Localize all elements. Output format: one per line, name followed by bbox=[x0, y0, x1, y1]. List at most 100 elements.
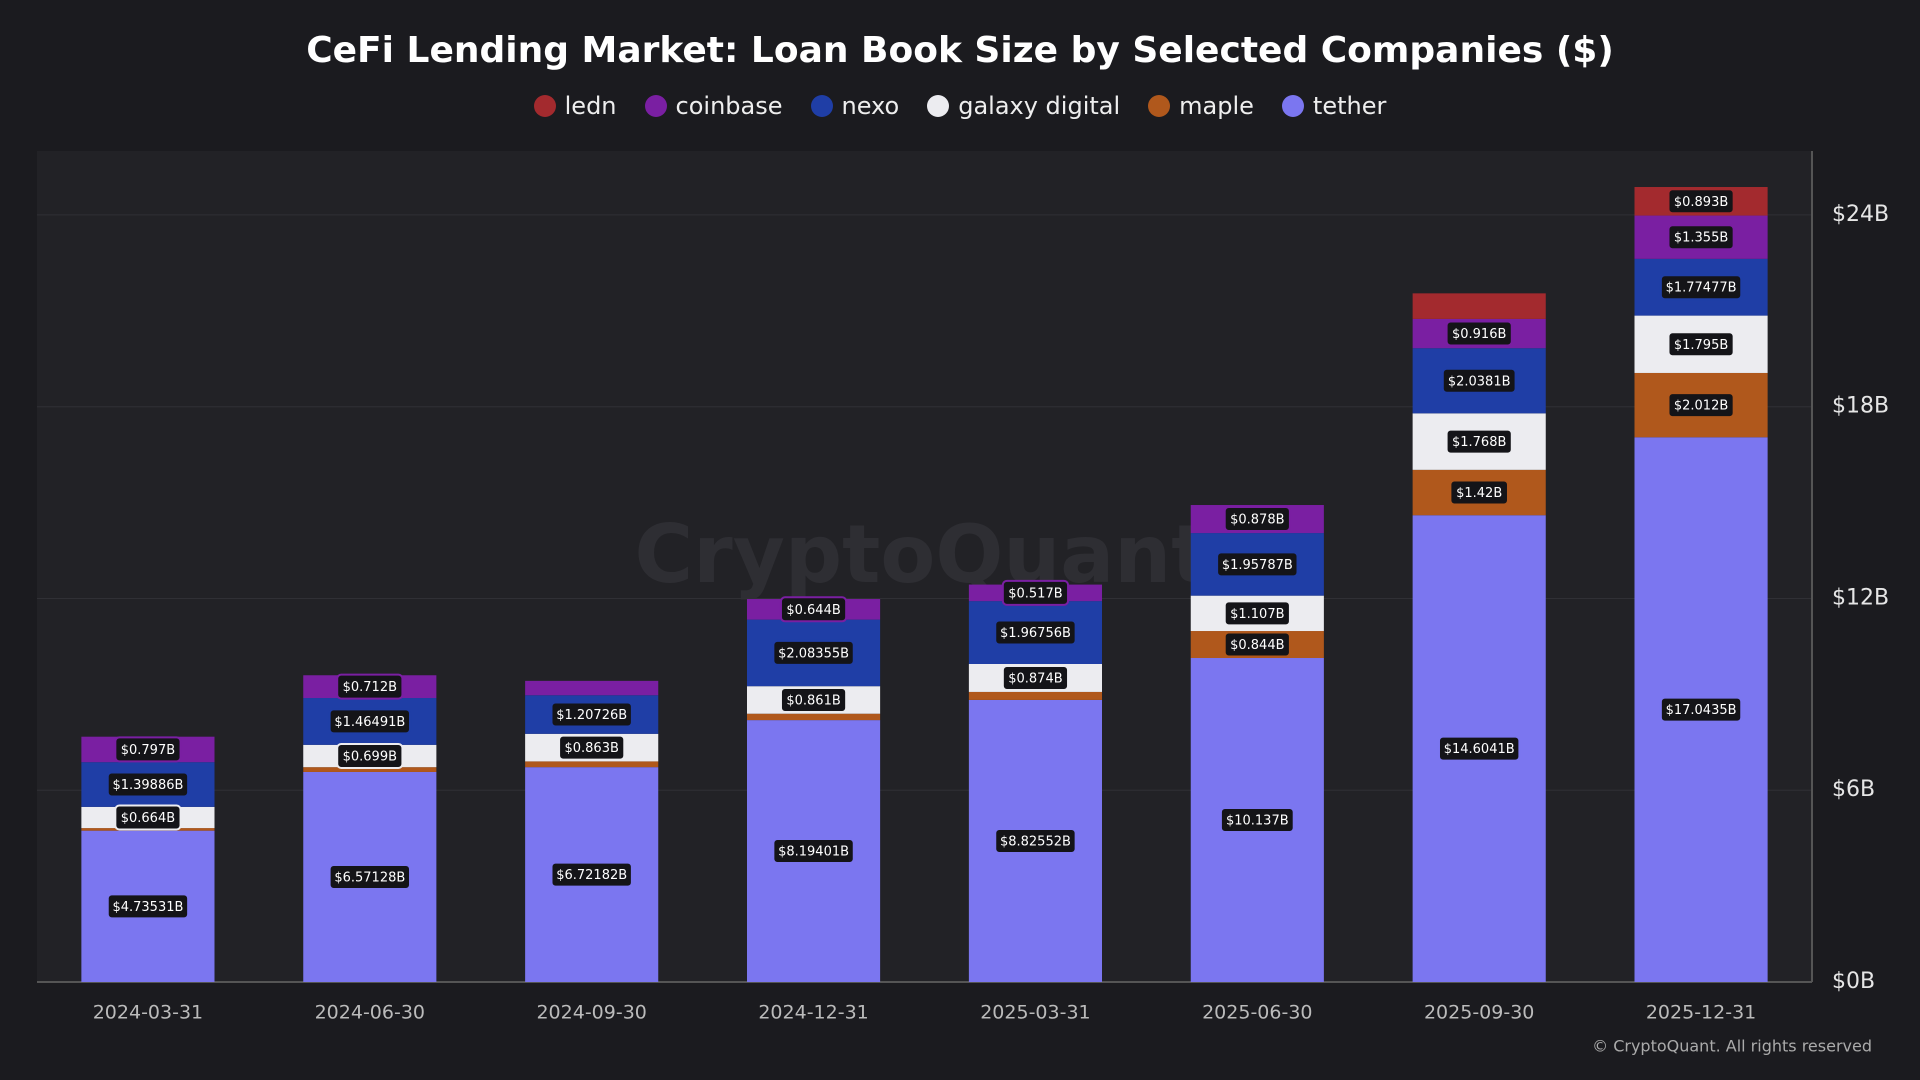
value-label: $0.517B bbox=[1008, 586, 1062, 601]
value-label: $4.73531B bbox=[112, 900, 183, 915]
legend-label: nexo bbox=[841, 92, 900, 120]
value-label: $0.878B bbox=[1230, 513, 1284, 528]
bar-segment bbox=[747, 713, 881, 721]
legend-label: maple bbox=[1179, 92, 1254, 120]
value-label-box bbox=[1445, 320, 1513, 347]
value-label: $1.768B bbox=[1452, 435, 1506, 450]
value-label-box bbox=[1659, 696, 1743, 723]
value-label-box bbox=[106, 893, 190, 920]
value-label-box bbox=[1445, 428, 1513, 455]
value-label-box bbox=[1667, 331, 1735, 358]
value-label: $6.72182B bbox=[556, 868, 627, 883]
value-label-box bbox=[550, 701, 633, 728]
value-label-box bbox=[106, 771, 190, 798]
value-label: $0.797B bbox=[121, 743, 175, 758]
value-label: $0.712B bbox=[343, 680, 397, 695]
value-label: $2.0381B bbox=[1448, 374, 1511, 389]
legend-swatch bbox=[533, 95, 556, 117]
value-label-box bbox=[1223, 631, 1291, 658]
legend-swatch bbox=[1281, 95, 1304, 117]
value-label-box bbox=[328, 863, 412, 890]
value-label-box bbox=[994, 827, 1077, 854]
value-label: $1.795B bbox=[1674, 338, 1728, 353]
value-label-box bbox=[1223, 506, 1291, 533]
value-label: $6.57128B bbox=[334, 870, 405, 885]
y-tick-label: $24B bbox=[1832, 202, 1889, 227]
value-label: $0.863B bbox=[564, 741, 618, 756]
value-label-box bbox=[114, 736, 182, 763]
value-label: $1.20726B bbox=[556, 708, 627, 723]
legend-item: nexo bbox=[810, 92, 900, 120]
value-label: $1.39886B bbox=[112, 778, 183, 793]
footer: © CryptoQuant. All rights reserved bbox=[1592, 1037, 1872, 1056]
value-label: $2.012B bbox=[1674, 399, 1728, 414]
chart-title: CeFi Lending Market: Loan Book Size by S… bbox=[306, 30, 1614, 71]
value-label-box bbox=[550, 861, 633, 888]
legend-label: ledn bbox=[564, 92, 617, 120]
x-tick-label: 2025-12-31 bbox=[1646, 1002, 1756, 1024]
legend-swatch bbox=[810, 95, 833, 117]
value-label-box bbox=[772, 639, 855, 666]
value-label-box bbox=[114, 804, 182, 831]
value-label: $1.96756B bbox=[1000, 626, 1071, 641]
value-label-box bbox=[1223, 600, 1291, 627]
legend-item: galaxy digital bbox=[927, 92, 1120, 120]
y-tick-label: $12B bbox=[1832, 585, 1889, 610]
value-label-box bbox=[1219, 807, 1295, 834]
watermark: CryptoQuant bbox=[635, 508, 1210, 601]
value-label-box bbox=[1449, 479, 1509, 506]
y-tick-label: $18B bbox=[1832, 394, 1889, 419]
y-tick-label: $0B bbox=[1832, 969, 1875, 994]
x-tick-label: 2024-03-31 bbox=[93, 1002, 203, 1024]
y-tick-label: $6B bbox=[1832, 777, 1875, 802]
bar-segment bbox=[1412, 293, 1546, 319]
x-tick-label: 2025-03-31 bbox=[980, 1002, 1090, 1024]
value-label: $0.699B bbox=[343, 750, 397, 765]
legend-label: coinbase bbox=[675, 92, 783, 120]
value-label: $1.95787B bbox=[1222, 558, 1293, 573]
value-label-box bbox=[1667, 188, 1735, 215]
value-label: $1.42B bbox=[1456, 486, 1502, 501]
legend-item: maple bbox=[1148, 92, 1254, 120]
x-tick-label: 2025-06-30 bbox=[1202, 1002, 1312, 1024]
value-label-box bbox=[1667, 224, 1735, 251]
value-label: $0.861B bbox=[786, 693, 840, 708]
legend: ledn coinbase nexo galaxy digital maple tethe… bbox=[0, 92, 1920, 120]
legend-label: tether bbox=[1312, 92, 1387, 120]
legend-label: galaxy digital bbox=[958, 92, 1121, 120]
value-label-box bbox=[779, 596, 848, 623]
value-label-box bbox=[336, 743, 404, 770]
value-label: $8.82552B bbox=[1000, 834, 1071, 849]
legend-swatch bbox=[927, 95, 950, 117]
value-label: $1.46491B bbox=[334, 715, 405, 730]
value-label-box bbox=[1001, 579, 1070, 606]
value-label: $14.6041B bbox=[1444, 742, 1515, 757]
bar-segment bbox=[525, 680, 659, 696]
value-label-box bbox=[994, 619, 1077, 646]
value-label: $2.08355B bbox=[778, 646, 849, 661]
value-label-box bbox=[558, 734, 626, 761]
value-label-box bbox=[1441, 367, 1517, 394]
legend-item: ledn bbox=[533, 92, 617, 120]
legend-swatch bbox=[644, 95, 667, 117]
bar-segment bbox=[525, 761, 659, 768]
value-label-box bbox=[1001, 664, 1070, 691]
value-label: $0.644B bbox=[786, 603, 840, 618]
value-label: $1.107B bbox=[1230, 607, 1284, 622]
bar-segment bbox=[968, 691, 1102, 700]
x-tick-label: 2024-12-31 bbox=[758, 1002, 868, 1024]
value-label: $17.0435B bbox=[1666, 703, 1737, 718]
value-label-box bbox=[779, 686, 848, 713]
value-label-box bbox=[772, 838, 855, 865]
value-label-box bbox=[1437, 735, 1521, 762]
value-label: $0.916B bbox=[1452, 327, 1506, 342]
value-label-box bbox=[1659, 274, 1743, 301]
value-label-box bbox=[1216, 551, 1299, 578]
value-label-box bbox=[336, 673, 404, 700]
x-tick-label: 2024-06-30 bbox=[315, 1002, 425, 1024]
value-label: $0.893B bbox=[1674, 195, 1728, 210]
value-label: $1.77477B bbox=[1666, 281, 1737, 296]
legend-swatch bbox=[1148, 95, 1171, 117]
